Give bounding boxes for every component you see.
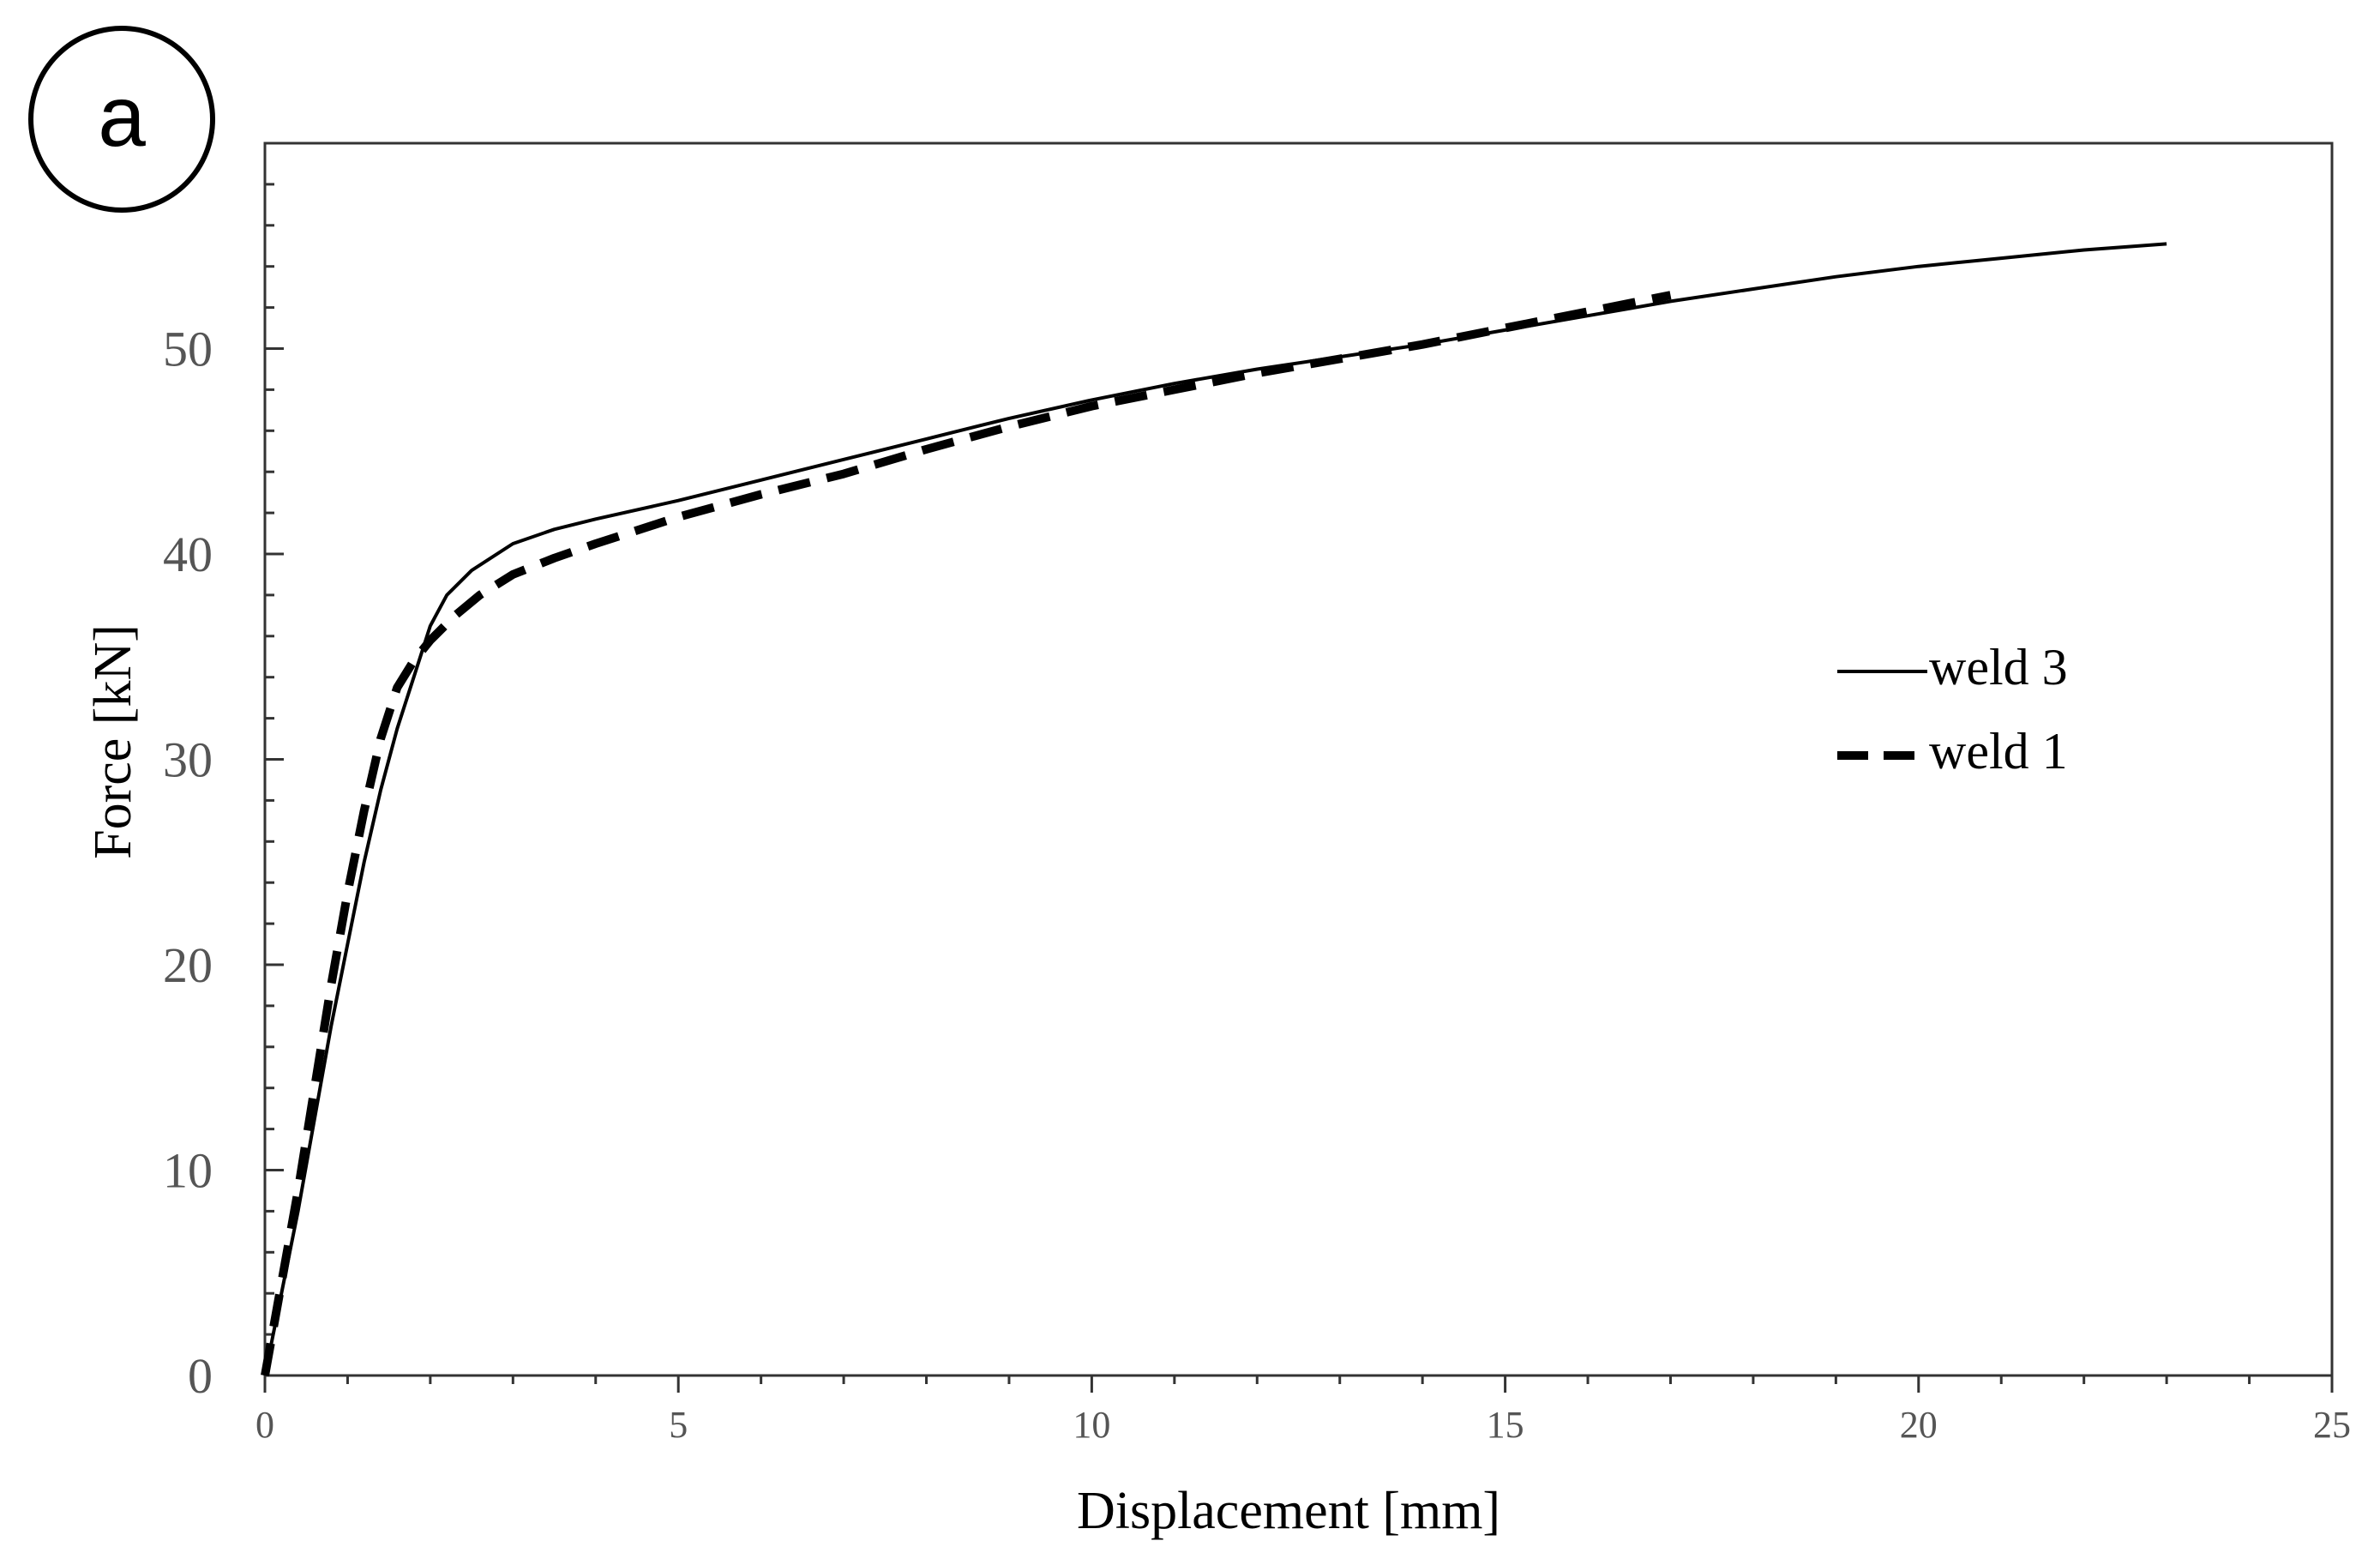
- y-tick-label: 20: [163, 937, 213, 993]
- series-line-weld-1: [261, 291, 1672, 1376]
- y-axis-title: Force [kN]: [84, 624, 142, 859]
- legend-label-weld-1: weld 1: [1929, 723, 2068, 780]
- x-tick-label: 5: [669, 1404, 688, 1446]
- y-tick-label: 30: [163, 732, 213, 788]
- y-tick-label: 0: [188, 1348, 213, 1404]
- legend: weld 3 weld 1: [1837, 639, 2068, 780]
- x-tick-label: 10: [1073, 1404, 1110, 1446]
- legend-label-weld-3: weld 3: [1929, 639, 2068, 695]
- minor-ticks: [265, 141, 2251, 1384]
- y-tick-label: 50: [163, 322, 213, 377]
- x-tick-label: 0: [255, 1404, 274, 1446]
- series-lines: [261, 242, 2167, 1376]
- series-line-weld-3: [263, 242, 2167, 1376]
- x-axis-title: Displacement [mm]: [1077, 1482, 1500, 1540]
- y-tick-labels: 0 10 20 30 40 50: [163, 322, 213, 1405]
- panel-label: a: [98, 69, 146, 165]
- major-ticks: [263, 347, 2334, 1393]
- x-tick-label: 15: [1487, 1404, 1524, 1446]
- panel-label-circle: [28, 26, 215, 213]
- y-tick-label: 40: [163, 527, 213, 582]
- y-tick-label: 10: [163, 1143, 213, 1199]
- x-tick-label: 25: [2313, 1404, 2351, 1446]
- x-tick-labels: 0 5 10 15 20 25: [255, 1404, 2351, 1446]
- x-tick-label: 20: [1900, 1404, 1938, 1446]
